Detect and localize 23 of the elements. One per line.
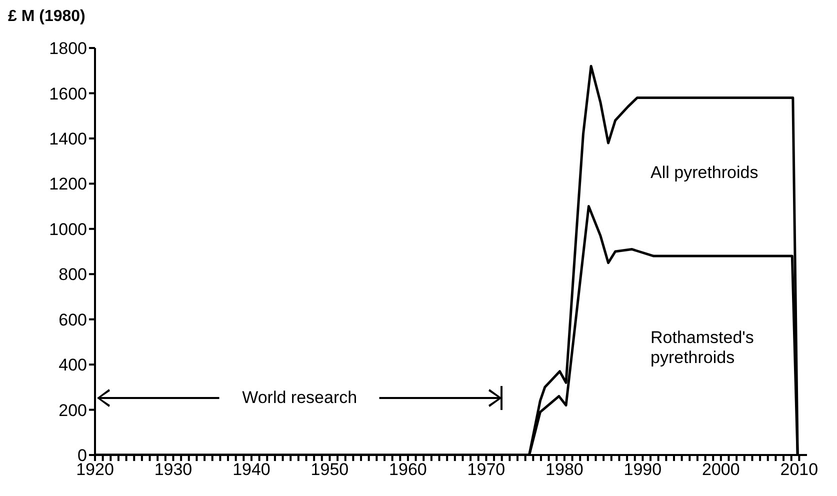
y-tick-label: 600	[58, 310, 87, 330]
x-tick-label: 2010	[780, 460, 818, 480]
text: Rothamsted's pyrethroids	[650, 328, 755, 368]
x-tick-label: 1970	[467, 460, 506, 480]
x-tick-label: 1920	[76, 460, 114, 480]
x-tick-label: 2000	[702, 460, 740, 480]
y-tick-label: 1600	[49, 84, 87, 104]
x-tick-label: 1960	[389, 460, 427, 480]
x-tick-label: 1990	[624, 460, 662, 480]
x-tick-label: 1980	[546, 460, 584, 480]
text: All pyrethroids	[650, 163, 760, 184]
y-tick-label: 800	[58, 265, 87, 284]
x-tick-label: 1930	[154, 460, 192, 480]
y-tick-label: 1800	[49, 39, 87, 58]
y-tick-label: 1000	[49, 220, 87, 239]
x-tick-label: 1940	[232, 460, 270, 480]
x-tick-label: 1950	[310, 460, 349, 480]
y-tick-label: 400	[58, 356, 87, 375]
y-tick-label: 1200	[49, 174, 87, 194]
y-tick-label: 200	[58, 400, 87, 420]
y-axis-title: £ M (1980)	[8, 8, 86, 26]
annotation: World research	[241, 387, 358, 410]
y-tick-label: 1400	[49, 129, 87, 148]
